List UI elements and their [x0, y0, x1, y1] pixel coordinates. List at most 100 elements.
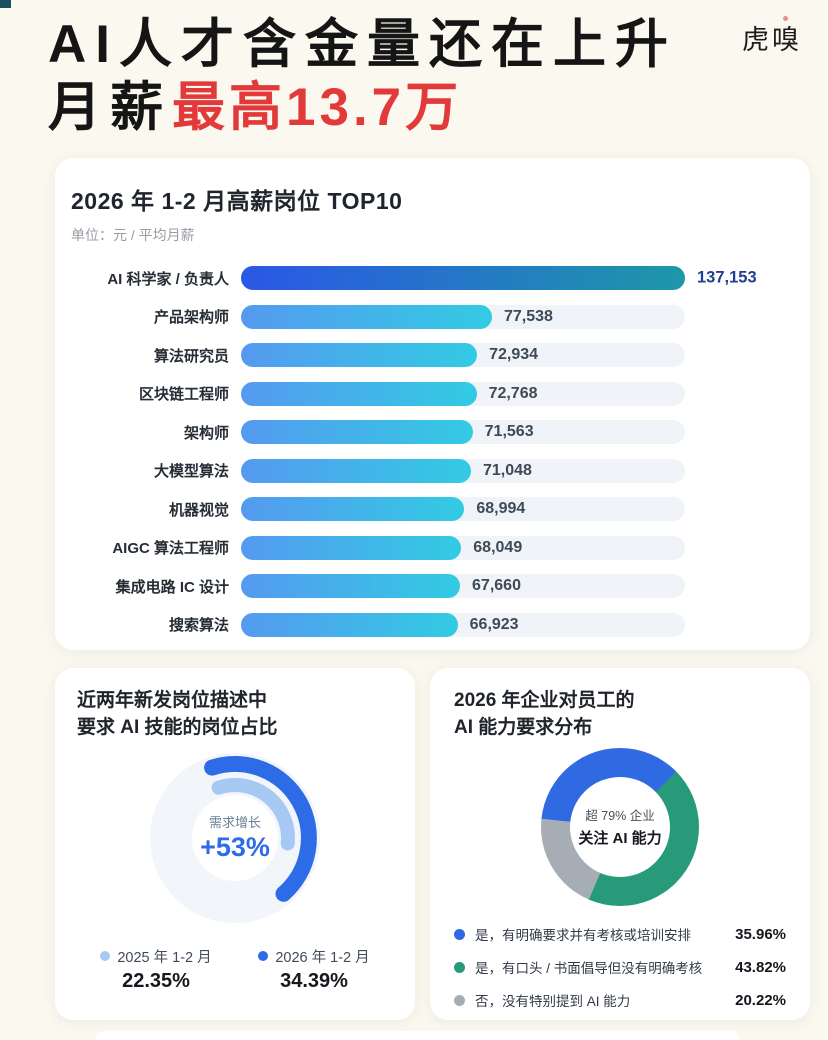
- legend-item: 是，有明确要求并有考核或培训安排 35.96%: [454, 918, 786, 951]
- legend-label: 是，有明确要求并有考核或培训安排: [475, 928, 691, 944]
- bar-label: 算法研究员: [153, 347, 229, 365]
- donut-center-line2: 关注 AI 能力: [578, 830, 662, 848]
- bar-zone: 137,153: [241, 266, 757, 291]
- bar-row: 区块链工程师 72,768: [71, 375, 794, 414]
- main-title-line2: 月薪最高13.7万: [48, 77, 808, 140]
- bar-zone: 66,923: [241, 612, 685, 637]
- legend-item-2026-top: 2026 年 1-2 月: [258, 946, 370, 967]
- main-title-line1: AI人才含金量还在上升: [48, 15, 677, 74]
- bar-fill: [241, 458, 471, 483]
- legend-dot-gray-icon: [454, 994, 465, 1006]
- bar-value: 68,994: [476, 500, 526, 518]
- bar-value: 72,934: [489, 346, 539, 364]
- bar-row: 大模型算法 71,048: [71, 452, 794, 491]
- bar-label: 机器视觉: [168, 501, 229, 519]
- bar-row: 机器视觉 68,994: [71, 490, 794, 529]
- bar-zone: 68,994: [241, 497, 685, 522]
- bar-fill: [241, 612, 458, 637]
- bar-value: 66,923: [469, 615, 519, 633]
- progress-arc: [204, 755, 317, 902]
- header: AI人才含金量还在上升 月薪最高13.7万 虎嗅: [48, 14, 808, 139]
- legend-value-2025: 22.35%: [122, 969, 190, 992]
- legend-dot-2026-icon: [258, 951, 269, 962]
- main-title-line2-red: 最高13.7万: [172, 77, 463, 137]
- legend-item: 是，有口头 / 书面倡导但没有明确考核 43.82%: [454, 951, 786, 984]
- legend-label-2026: 2026 年 1-2 月: [275, 949, 370, 966]
- bar-label: AIGC 算法工程师: [112, 540, 229, 558]
- bar-label: 产品架构师: [153, 309, 229, 327]
- donut-chart: 超 79% 企业 关注 AI 能力: [541, 747, 699, 906]
- arc-center-label: 需求增长: [208, 815, 261, 831]
- bar-value: 77,538: [504, 307, 553, 325]
- bar-fill: [241, 343, 478, 368]
- growth-title-line1: 近两年新发岗位描述中: [77, 690, 268, 711]
- arc-center-value: +53%: [200, 832, 270, 863]
- legend-dot-blue-icon: [454, 928, 465, 940]
- bar-row: 架构师 71,563: [71, 413, 794, 452]
- ai-requirement-card: 2026 年企业对员工的 AI 能力要求分布 超 79% 企业 关注 AI 能力…: [430, 668, 810, 1020]
- donut-chart-title: 2026 年企业对员工的 AI 能力要求分布: [454, 688, 786, 742]
- bar-zone: 71,563: [241, 420, 685, 445]
- growth-title-line2: 要求 AI 技能的岗位占比: [77, 716, 278, 738]
- legend-dot-2025-icon: [100, 951, 111, 962]
- bar-label: 架构师: [183, 424, 229, 442]
- donut-title-line2: AI 能力要求分布: [454, 716, 593, 738]
- bar-fill: [241, 304, 492, 329]
- bar-row: 产品架构师 77,538: [71, 298, 794, 337]
- bar-label: 搜索算法: [168, 617, 229, 635]
- bar-value: 71,048: [483, 461, 532, 479]
- legend-item: 否，没有特别提到 AI 能力 20.22%: [454, 984, 786, 1017]
- bar-zone: 72,934: [241, 343, 685, 368]
- bar-zone: 71,048: [241, 458, 685, 483]
- bar-row: AIGC 算法工程师 68,049: [71, 529, 794, 568]
- bar-chart-title: 2026 年 1-2 月高薪岗位 TOP10: [71, 188, 403, 214]
- legend-label-2025: 2025 年 1-2 月: [117, 949, 212, 966]
- bar-label: 集成电路 IC 设计: [115, 578, 229, 596]
- corner-mark: [0, 0, 11, 8]
- bar-value: 71,563: [484, 423, 534, 441]
- bar-zone: 72,768: [241, 381, 685, 406]
- bar-value: 68,049: [473, 538, 523, 556]
- donut-center: 超 79% 企业 关注 AI 能力: [570, 776, 670, 877]
- arc-progress-chart: 需求增长 +53%: [141, 744, 329, 932]
- bar-fill: [241, 574, 461, 599]
- legend-value: 20.22%: [735, 991, 786, 1009]
- donut-center-line1: 超 79% 企业: [585, 809, 655, 824]
- bar-zone: 77,538: [241, 304, 685, 329]
- bar-fill: [241, 535, 462, 560]
- logo-red-dot-icon: [783, 16, 788, 21]
- huxiu-logo-text: 虎嗅: [742, 25, 802, 56]
- bar-label: 区块链工程师: [138, 386, 229, 404]
- arc-progress-svg: [150, 752, 320, 923]
- legend-item-2025-top: 2025 年 1-2 月: [100, 946, 212, 967]
- legend-label: 是，有口头 / 书面倡导但没有明确考核: [475, 961, 703, 977]
- arc-track-ring: [150, 752, 320, 923]
- legend-value: 35.96%: [735, 925, 786, 943]
- legend-dot-green-icon: [454, 961, 465, 973]
- bar-label: AI 科学家 / 负责人: [107, 270, 229, 288]
- bar-row: 搜索算法 66,923: [71, 606, 794, 645]
- bar-row: 算法研究员 72,934: [71, 336, 794, 375]
- bar-value: 137,153: [697, 268, 757, 287]
- legend-value: 43.82%: [735, 958, 786, 976]
- legend-item-2025: 2025 年 1-2 月 22.35%: [100, 946, 212, 993]
- bar-zone: 68,049: [241, 535, 685, 560]
- bar-chart: AI 科学家 / 负责人 137,153 产品架构师 77,538 算法研究员 72,93…: [71, 259, 794, 644]
- bar-fill: [241, 497, 465, 522]
- bar-fill: [241, 420, 473, 445]
- arc-center-text: 需求增长 +53%: [141, 744, 329, 932]
- bar-row: AI 科学家 / 负责人 137,153: [71, 259, 794, 298]
- bar-value: 67,660: [472, 577, 521, 595]
- top10-salary-card: 2026 年 1-2 月高薪岗位 TOP10 单位：元 / 平均月薪 AI 科学…: [55, 158, 810, 650]
- legend-item-2026: 2026 年 1-2 月 34.39%: [258, 946, 370, 993]
- huxiu-logo: 虎嗅: [742, 16, 802, 57]
- bar-fill: [241, 381, 477, 406]
- legend-label: 否，没有特别提到 AI 能力: [475, 994, 631, 1010]
- donut-legend: 是，有明确要求并有考核或培训安排 35.96% 是，有口头 / 书面倡导但没有明…: [454, 918, 786, 1017]
- bar-value: 72,768: [488, 384, 538, 402]
- donut-title-line1: 2026 年企业对员工的: [454, 690, 635, 711]
- bar-label: 大模型算法: [153, 463, 229, 481]
- ai-skill-growth-card: 近两年新发岗位描述中 要求 AI 技能的岗位占比 需求增长 +53% 2025 …: [55, 668, 415, 1020]
- bar-fill: [241, 266, 685, 291]
